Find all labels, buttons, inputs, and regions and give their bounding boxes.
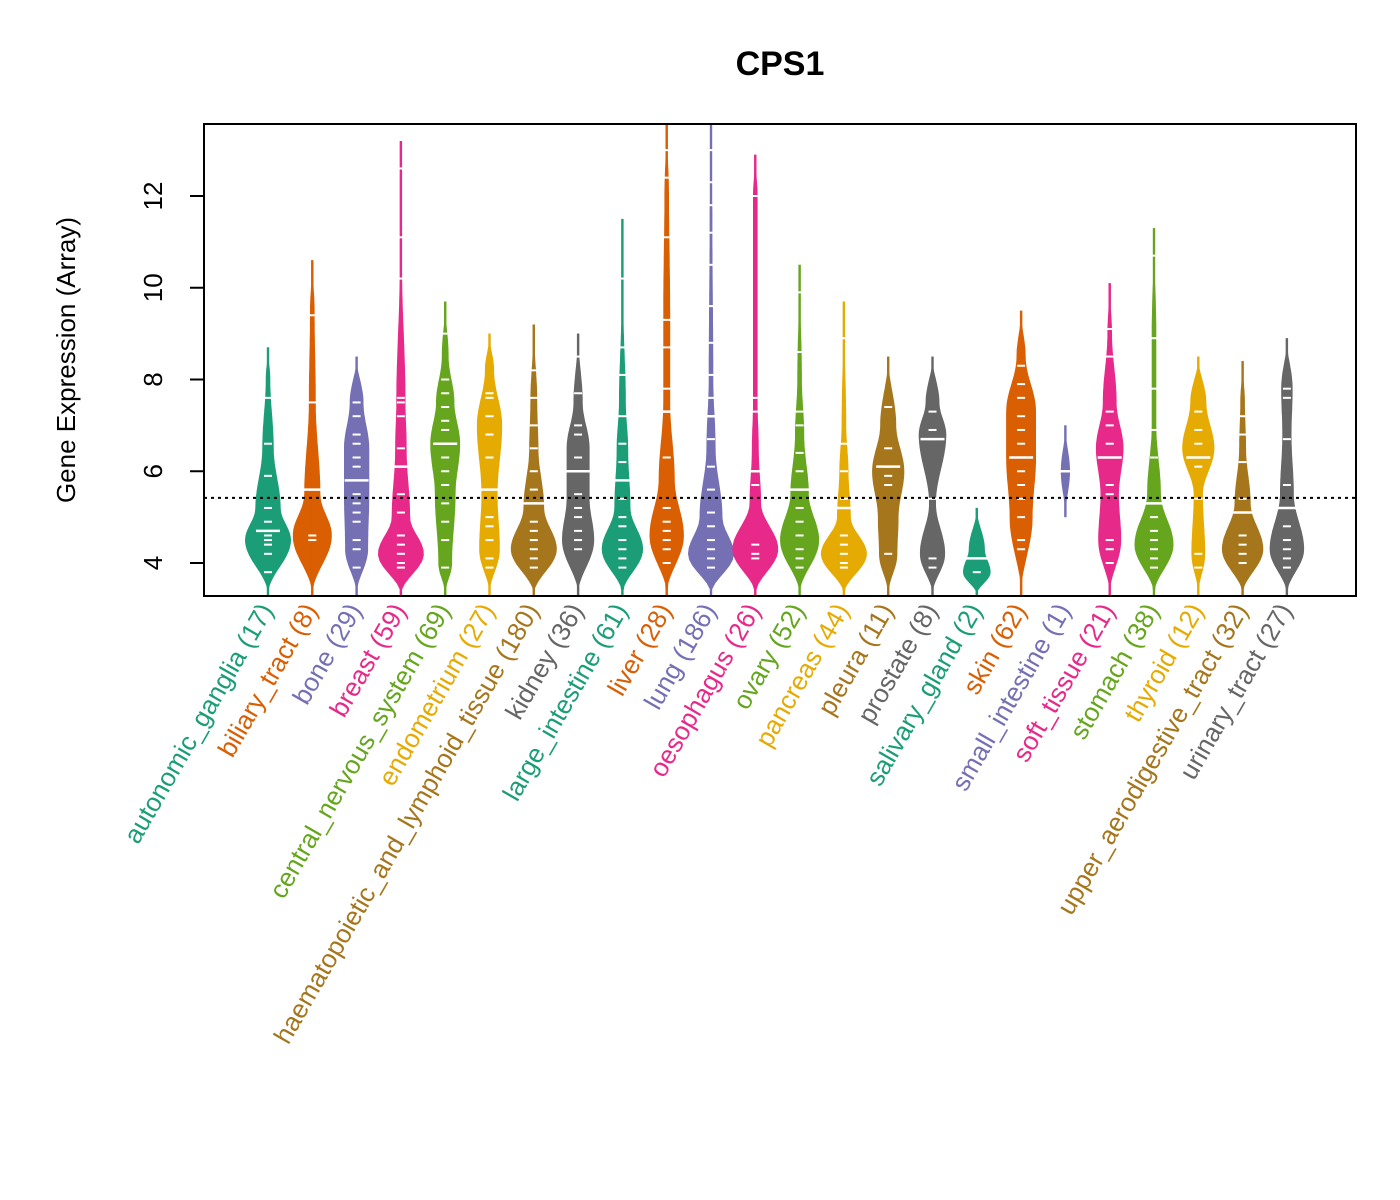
bean-stomach	[1134, 228, 1174, 595]
bean-small_intestine	[1053, 425, 1078, 518]
bean-ovary	[780, 264, 820, 595]
bean-liver	[649, 125, 684, 595]
bean-large_intestine	[601, 218, 644, 595]
bean-oesophagus	[732, 154, 779, 595]
bean-urinary_tract	[1269, 338, 1305, 595]
bean-upper_aerodigestive_tract	[1221, 361, 1264, 595]
bean-bone	[344, 356, 370, 595]
bean-autonomic_ganglia	[245, 347, 291, 595]
bean-pancreas	[820, 301, 867, 595]
y-tick-label: 8	[138, 372, 168, 386]
bean-lung	[688, 125, 734, 595]
bean-skin	[1006, 310, 1036, 595]
bean-group	[245, 125, 1305, 595]
bean-endometrium	[476, 333, 503, 595]
plot-frame	[203, 123, 1357, 597]
bean-soft_tissue	[1095, 283, 1124, 595]
bean-biliary_tract	[292, 260, 332, 595]
bean-pleura	[872, 356, 905, 595]
y-tick-label: 6	[138, 464, 168, 478]
bean-haematopoietic_and_lymphoid_tissue	[510, 324, 557, 595]
y-axis-label: Gene Expression (Array)	[51, 217, 81, 503]
bean-breast	[378, 140, 424, 595]
y-axis: 4 6 8 10 12	[138, 182, 204, 570]
x-axis-labels: autonomic_ganglia (17)biliary_tract (8)b…	[117, 598, 1298, 1049]
bean-thyroid	[1182, 356, 1215, 595]
y-tick-label: 10	[138, 273, 168, 302]
bean-kidney	[562, 333, 595, 595]
bean-prostate	[918, 356, 947, 595]
y-tick-label: 4	[138, 556, 168, 570]
y-tick-label: 12	[138, 182, 168, 211]
bean-central_nervous_system	[430, 301, 461, 595]
bean-salivary_gland	[963, 507, 991, 595]
chart-title: CPS1	[736, 45, 825, 83]
